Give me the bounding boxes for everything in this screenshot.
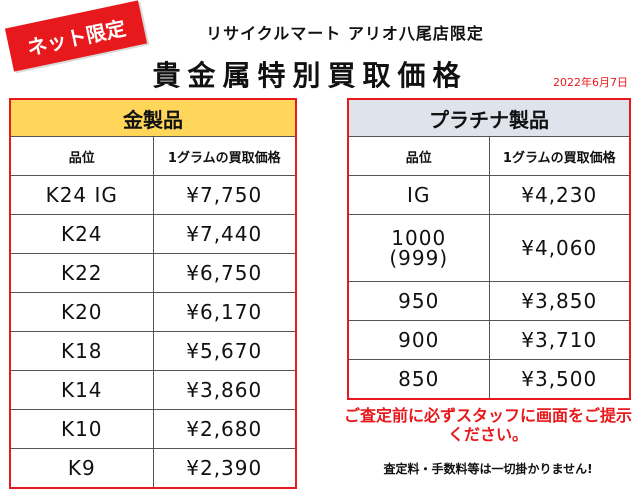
gold-price-table: 金製品 品位 1グラムの買取価格 K24 IG ¥7,750 K24 ¥7,44… [9,98,297,489]
table-row: 850 ¥3,500 [347,359,631,400]
gold-header-grade: 品位 [9,136,154,176]
platinum-grade-main: 1000 [391,226,447,250]
platinum-grade: 850 [347,359,490,400]
platinum-header-grade: 品位 [347,136,490,176]
table-row: 900 ¥3,710 [347,320,631,360]
price-date: 2022年6月7日 [553,76,628,89]
gold-grade: K9 [9,448,154,489]
table-row: K24 ¥7,440 [9,214,297,254]
platinum-grade: IG [347,175,490,215]
platinum-table-caption: プラチナ製品 [347,98,631,137]
gold-price: ¥6,750 [152,253,297,293]
table-row: K24 IG ¥7,750 [9,175,297,215]
platinum-grade-sub: (999) [389,246,449,270]
gold-grade: K14 [9,370,154,410]
platinum-header-price: 1グラムの買取価格 [488,136,631,176]
platinum-price: ¥3,710 [488,320,631,360]
store-name: リサイクルマート アリオ八尾店限定 [206,24,484,43]
show-screen-notice: ご査定前に必ずスタッフに画面をご提示ください。 [343,406,632,444]
table-row: K18 ¥5,670 [9,331,297,371]
gold-price: ¥2,390 [152,448,297,489]
platinum-price: ¥3,850 [488,281,631,321]
gold-grade: K24 [9,214,154,254]
gold-grade: K22 [9,253,154,293]
gold-grade: K20 [9,292,154,332]
table-row: K9 ¥2,390 [9,448,297,489]
table-row: 950 ¥3,850 [347,281,631,321]
page-title: 貴金属特別買取価格 [152,59,468,92]
gold-price: ¥6,170 [152,292,297,332]
table-row: K14 ¥3,860 [9,370,297,410]
gold-grade: K18 [9,331,154,371]
gold-price: ¥5,670 [152,331,297,371]
platinum-grade: 950 [347,281,490,321]
table-row: K20 ¥6,170 [9,292,297,332]
gold-grade: K24 IG [9,175,154,215]
gold-price: ¥2,680 [152,409,297,449]
platinum-grade: 900 [347,320,490,360]
gold-header-price: 1グラムの買取価格 [152,136,297,176]
gold-table-caption: 金製品 [9,98,297,137]
gold-price: ¥7,440 [152,214,297,254]
gold-grade: K10 [9,409,154,449]
platinum-price: ¥4,060 [488,214,631,282]
table-row: K10 ¥2,680 [9,409,297,449]
table-row: 1000 (999) ¥4,060 [347,214,631,282]
platinum-grade: 1000 (999) [347,214,490,282]
gold-price: ¥7,750 [152,175,297,215]
platinum-price: ¥3,500 [488,359,631,400]
platinum-price-table: プラチナ製品 品位 1グラムの買取価格 IG ¥4,230 1000 (999)… [347,98,631,400]
platinum-price: ¥4,230 [488,175,631,215]
table-row: IG ¥4,230 [347,175,631,215]
gold-price: ¥3,860 [152,370,297,410]
no-fee-note: 査定料・手数料等は一切掛かりません! [383,462,593,476]
table-row: K22 ¥6,750 [9,253,297,293]
